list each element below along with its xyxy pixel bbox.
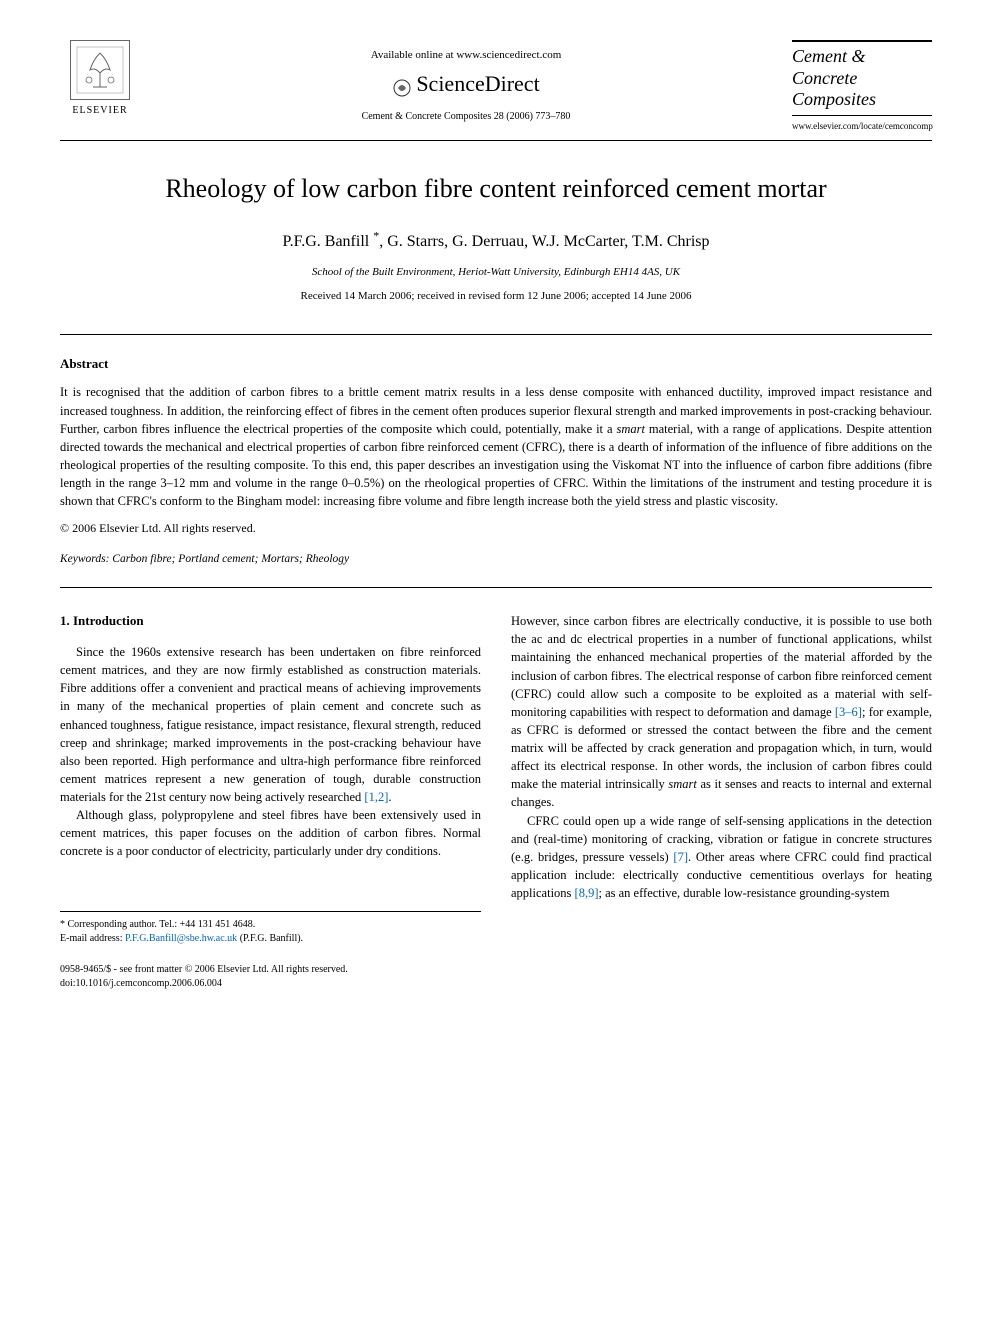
left-column: 1. Introduction Since the 1960s extensiv…	[60, 612, 481, 991]
header-bar: ELSEVIER Available online at www.science…	[60, 40, 932, 132]
section-1-heading: 1. Introduction	[60, 612, 481, 631]
available-online-text: Available online at www.sciencedirect.co…	[140, 48, 792, 63]
abstract-text: It is recognised that the addition of ca…	[60, 383, 932, 510]
abstract-bottom-rule	[60, 587, 932, 588]
sciencedirect-icon	[392, 76, 412, 96]
sciencedirect-text: ScienceDirect	[416, 71, 539, 96]
journal-url: www.elsevier.com/locate/cemconcomp	[792, 120, 932, 133]
issn-line: 0958-9465/$ - see front matter © 2006 El…	[60, 963, 481, 978]
corresponding-author-block: * Corresponding author. Tel.: +44 131 45…	[60, 911, 481, 947]
citation-8-9[interactable]: [8,9]	[575, 886, 599, 900]
header-divider	[60, 140, 932, 141]
affiliation: School of the Built Environment, Heriot-…	[60, 265, 932, 280]
center-header: Available online at www.sciencedirect.co…	[140, 40, 792, 124]
footer-bottom: 0958-9465/$ - see front matter © 2006 El…	[60, 963, 481, 992]
abstract-copyright: © 2006 Elsevier Ltd. All rights reserved…	[60, 520, 932, 537]
body-columns: 1. Introduction Since the 1960s extensiv…	[60, 612, 932, 991]
intro-para-4: CFRC could open up a wide range of self-…	[511, 812, 932, 903]
authors-list: P.F.G. Banfill *, G. Starrs, G. Derruau,…	[60, 228, 932, 254]
submission-dates: Received 14 March 2006; received in revi…	[60, 289, 932, 304]
abstract-label: Abstract	[60, 355, 932, 373]
keywords-label: Keywords:	[60, 553, 109, 565]
journal-title-line3: Composites	[792, 89, 932, 111]
elsevier-logo: ELSEVIER	[60, 40, 140, 118]
doi-line: doi:10.1016/j.cemconcomp.2006.06.004	[60, 977, 481, 992]
intro-para-3: However, since carbon fibres are electri…	[511, 612, 932, 811]
email-label: E-mail address:	[60, 933, 122, 944]
journal-title-box: Cement & Concrete Composites www.elsevie…	[792, 40, 932, 132]
corresponding-author: * Corresponding author. Tel.: +44 131 45…	[60, 918, 481, 933]
citation-3-6[interactable]: [3–6]	[835, 705, 862, 719]
paper-title: Rheology of low carbon fibre content rei…	[60, 171, 932, 207]
journal-title-line2: Concrete	[792, 68, 932, 90]
journal-reference: Cement & Concrete Composites 28 (2006) 7…	[140, 110, 792, 124]
email-name: (P.F.G. Banfill).	[240, 933, 303, 944]
intro-para-1: Since the 1960s extensive research has b…	[60, 643, 481, 806]
abstract-top-rule	[60, 334, 932, 335]
email-address[interactable]: P.F.G.Banfill@sbe.hw.ac.uk	[125, 933, 237, 944]
citation-7[interactable]: [7]	[673, 850, 688, 864]
authors-text: P.F.G. Banfill *, G. Starrs, G. Derruau,…	[282, 233, 709, 250]
citation-1-2[interactable]: [1,2]	[364, 790, 388, 804]
keywords-line: Keywords: Carbon fibre; Portland cement;…	[60, 551, 932, 567]
elsevier-tree-icon	[70, 40, 130, 100]
keywords-text: Carbon fibre; Portland cement; Mortars; …	[112, 553, 349, 565]
right-column: However, since carbon fibres are electri…	[511, 612, 932, 991]
journal-title-line1: Cement &	[792, 46, 932, 68]
sciencedirect-logo: ScienceDirect	[140, 69, 792, 100]
elsevier-label: ELSEVIER	[60, 104, 140, 118]
email-line: E-mail address: P.F.G.Banfill@sbe.hw.ac.…	[60, 932, 481, 947]
intro-para-2: Although glass, polypropylene and steel …	[60, 806, 481, 860]
